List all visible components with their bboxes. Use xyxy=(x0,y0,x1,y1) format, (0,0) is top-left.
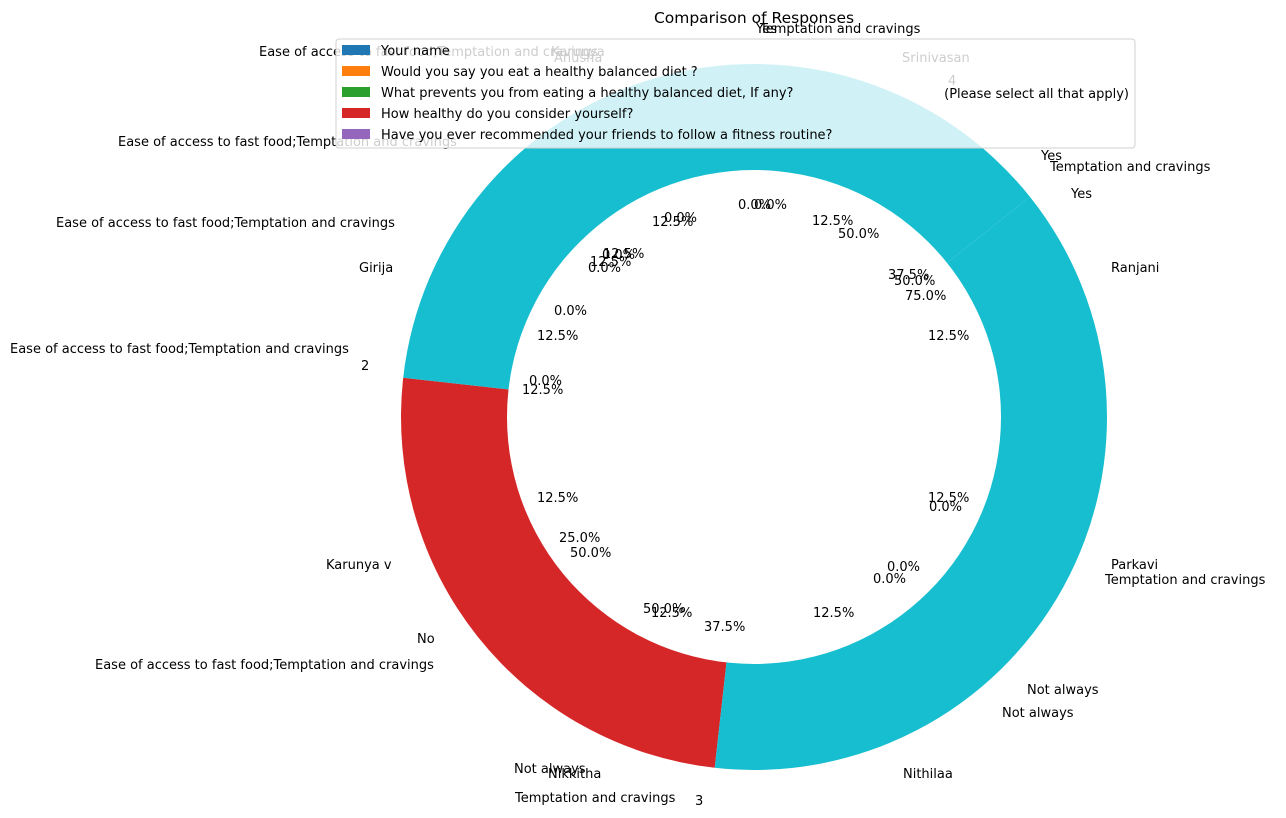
inner-pct-label: 12.5% xyxy=(537,491,578,506)
inner-pct-label: 0.0% xyxy=(529,374,562,389)
inner-pct-label: 50.0% xyxy=(570,546,611,561)
inner-pct-label: 12.5% xyxy=(812,214,853,229)
inner-pct-label: 0.0% xyxy=(738,198,771,213)
inner-labels: 0.0%0.0%12.5%50.0%12.5%37.5%50.0%75.0%12… xyxy=(522,198,969,635)
outer-label: Yes xyxy=(1070,187,1092,202)
legend-label: What prevents you from eating a healthy … xyxy=(381,86,793,101)
outer-label: Ranjani xyxy=(1111,261,1159,276)
inner-pct-label: 50.0% xyxy=(838,227,879,242)
inner-pct-label: 25.0% xyxy=(559,531,600,546)
inner-pct-label: 12.5% xyxy=(928,491,969,506)
outer-label: Nikkitha xyxy=(548,767,601,782)
outer-label: Karunya v xyxy=(326,558,392,573)
legend-swatch xyxy=(342,66,370,76)
inner-pct-label: 0.0% xyxy=(873,572,906,587)
outer-label: Not always xyxy=(514,762,586,777)
outer-label: Ease of access to fast food;Temptation a… xyxy=(10,342,349,357)
inner-pct-label: 12.5% xyxy=(651,606,692,621)
legend-label: Would you say you eat a healthy balanced… xyxy=(381,65,698,80)
inner-pct-label: 12.5% xyxy=(603,247,644,262)
donut-hole xyxy=(507,170,1001,664)
inner-pct-label: 75.0% xyxy=(905,289,946,304)
outer-label: 2 xyxy=(361,359,369,374)
inner-pct-label: 50.0% xyxy=(643,602,684,617)
outer-label: No xyxy=(417,632,435,647)
outer-label: Not always xyxy=(1002,706,1074,721)
legend-swatch xyxy=(342,45,370,55)
outer-label: Ease of access to fast food;Temptation a… xyxy=(95,658,434,673)
outer-label: Temptation and cravings xyxy=(759,22,921,37)
outer-label: Temptation and cravings xyxy=(1049,160,1211,175)
legend-box xyxy=(335,38,1136,149)
legend-swatch xyxy=(342,129,370,139)
inner-pct-label: 0.0% xyxy=(554,304,587,319)
inner-pct-label: 0.0% xyxy=(664,211,697,226)
outer-label: Nithilaa xyxy=(903,767,953,782)
inner-pct-label: 0.0% xyxy=(602,248,635,263)
inner-pct-label: 37.5% xyxy=(704,620,745,635)
outer-label: Temptation and cravings xyxy=(1104,573,1266,588)
inner-pct-label: 12.5% xyxy=(590,255,631,270)
legend-label: Your name xyxy=(380,44,450,59)
inner-pct-label: 0.0% xyxy=(929,500,962,515)
inner-pct-label: 12.5% xyxy=(652,215,693,230)
inner-pct-label: 0.0% xyxy=(588,261,621,276)
outer-label: 3 xyxy=(695,794,703,809)
outer-label: Temptation and cravings xyxy=(514,791,676,806)
inner-pct-label: 12.5% xyxy=(522,383,563,398)
legend-note: (Please select all that apply) xyxy=(944,87,1129,102)
outer-label: Ease of access to fast food;Temptation a… xyxy=(56,216,395,231)
outer-label: Parkavi xyxy=(1111,558,1158,573)
inner-pct-label: 12.5% xyxy=(537,329,578,344)
legend-label: Have you ever recommended your friends t… xyxy=(381,128,832,143)
legend: Your name Would you say you eat a healthy… xyxy=(335,38,1136,149)
inner-pct-label: 12.5% xyxy=(928,329,969,344)
inner-pct-label: 12.5% xyxy=(813,606,854,621)
outer-label: Girija xyxy=(359,261,393,276)
legend-label: How healthy do you consider yourself? xyxy=(381,107,633,122)
legend-swatch xyxy=(342,108,370,118)
chart-title: Comparison of Responses xyxy=(654,9,854,27)
inner-pct-label: 0.0% xyxy=(754,198,787,213)
inner-pct-label: 0.0% xyxy=(887,560,920,575)
outer-label: Not always xyxy=(1027,683,1099,698)
outer-label: Yes xyxy=(1040,149,1062,164)
inner-pct-label: 50.0% xyxy=(894,274,935,289)
inner-pct-label: 37.5% xyxy=(888,268,929,283)
legend-swatch xyxy=(342,87,370,97)
outer-label: Yes xyxy=(755,22,777,37)
